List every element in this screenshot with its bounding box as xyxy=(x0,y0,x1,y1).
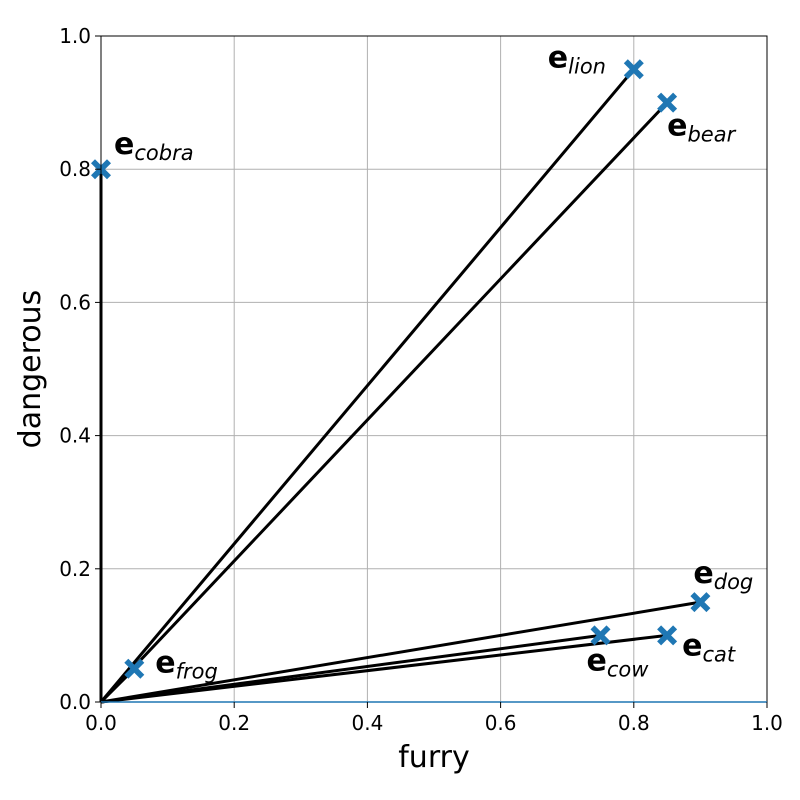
marker-bear xyxy=(657,92,678,113)
arrow-lion xyxy=(99,68,635,703)
y-axis-label: dangerous xyxy=(13,290,48,449)
y-tick-label: 1.0 xyxy=(59,24,91,48)
plot-frame xyxy=(100,35,768,703)
y-tick-label: 0.6 xyxy=(59,290,91,314)
ticks: 0.0 0.2 0.4 0.6 0.8 1.0 0.0 0.2 0.4 0.6 0.8 1.0 xyxy=(59,24,783,735)
arrows xyxy=(99,68,701,704)
marker-dog xyxy=(690,592,711,613)
x-tick-label: 0.2 xyxy=(218,711,250,735)
point-label-bear: ebear xyxy=(667,109,736,147)
x-tick-label: 0.6 xyxy=(485,711,517,735)
arrow-bear xyxy=(99,101,669,704)
x-tick-label: 0.0 xyxy=(85,711,117,735)
arrow-dog xyxy=(100,600,701,704)
point-label-main: e xyxy=(155,646,175,681)
markers xyxy=(91,59,711,679)
point-label-cat: ecat xyxy=(682,628,736,666)
point-label-sub: dog xyxy=(714,570,754,594)
marker-frog xyxy=(124,658,145,679)
point-label-main: e xyxy=(682,628,702,663)
y-tick-label: 0.4 xyxy=(59,424,91,448)
point-label-frog: efrog xyxy=(155,646,218,684)
y-tick-label: 0.2 xyxy=(59,557,91,581)
point-label-main: e xyxy=(693,556,713,591)
point-label-sub: lion xyxy=(568,54,606,78)
x-tick-label: 0.8 xyxy=(618,711,650,735)
point-label-dog: edog xyxy=(693,556,753,594)
point-label-main: e xyxy=(667,109,687,144)
x-tick-label: 1.0 xyxy=(751,711,783,735)
y-tick-label: 0.0 xyxy=(59,690,91,714)
arrow-cat xyxy=(100,633,668,704)
point-label-sub: bear xyxy=(687,123,736,147)
marker-cow xyxy=(590,625,611,646)
point-label-main: e xyxy=(587,643,607,678)
point-label-sub: cobra xyxy=(134,141,193,165)
y-tick-label: 0.8 xyxy=(59,157,91,181)
x-tick-label: 0.4 xyxy=(351,711,383,735)
point-label-main: e xyxy=(114,127,134,162)
point-label-sub: cow xyxy=(607,657,649,681)
point-label-main: e xyxy=(548,40,568,75)
point-label-cow: ecow xyxy=(587,643,650,681)
marker-cat xyxy=(657,625,678,646)
point-label-sub: cat xyxy=(702,642,735,666)
marker-lion xyxy=(623,59,644,80)
x-axis-label: furry xyxy=(398,740,469,775)
point-label-sub: frog xyxy=(176,660,218,684)
point-label-lion: elion xyxy=(548,40,606,78)
point-label-cobra: ecobra xyxy=(114,127,194,165)
